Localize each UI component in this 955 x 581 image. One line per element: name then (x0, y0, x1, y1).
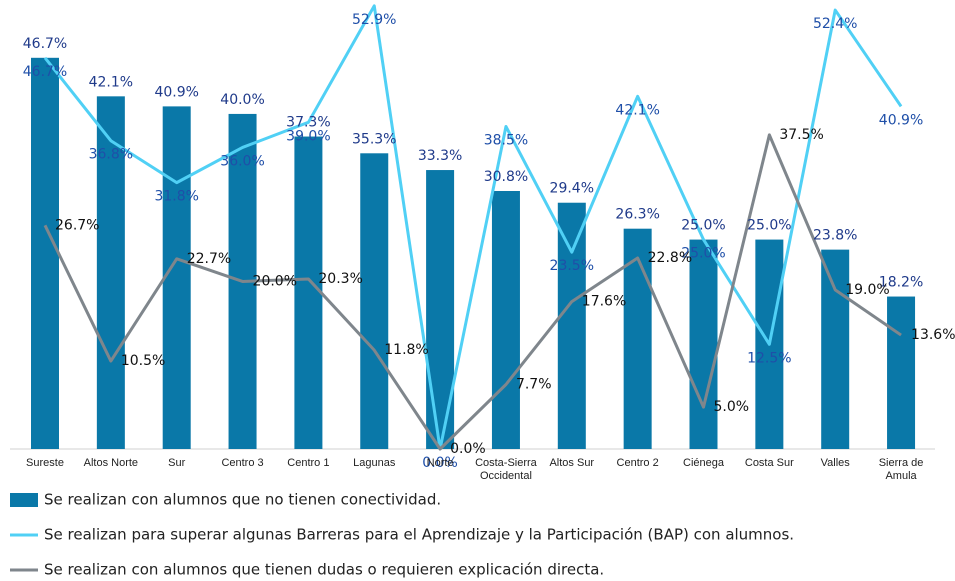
data-label: 23.5% (550, 258, 594, 274)
bar (491, 190, 520, 449)
data-label: 52.9% (352, 12, 396, 28)
legend-label: Se realizan con alumnos que no tienen co… (44, 491, 441, 509)
bar (557, 202, 586, 449)
legend-marker (10, 493, 38, 507)
x-tick-label: Altos Norte (83, 457, 139, 469)
data-label: 40.9% (879, 112, 923, 128)
x-tick-label: Costa-Sierra Occidental (475, 457, 537, 482)
data-label: 37.3% (286, 115, 330, 131)
data-label: 0.0% (450, 441, 486, 457)
bar (821, 249, 850, 449)
data-label: 11.8% (384, 342, 428, 358)
x-tick-label: Sierra de Amula (878, 457, 924, 482)
data-label: 40.0% (220, 92, 264, 108)
line (43, 4, 903, 451)
data-label: 30.8% (484, 169, 528, 185)
bar (96, 96, 125, 449)
data-label: 36.8% (89, 147, 133, 163)
x-tick-label: Centro 3 (221, 457, 264, 469)
data-label: 42.1% (89, 74, 133, 90)
data-label: 22.8% (648, 250, 692, 266)
x-tick-label: Valles (820, 457, 850, 469)
data-label: 35.3% (352, 131, 396, 147)
data-label: 5.0% (714, 399, 750, 415)
data-label: 39.0% (286, 128, 330, 144)
x-tick-label: Sur (168, 457, 186, 469)
bar (294, 136, 323, 449)
data-label: 0.0% (422, 455, 458, 471)
line (43, 133, 902, 451)
data-label: 37.5% (779, 127, 823, 143)
data-label: 42.1% (615, 102, 659, 118)
data-label: 36.0% (220, 153, 264, 169)
data-label: 33.3% (418, 148, 462, 164)
data-label: 17.6% (582, 294, 626, 310)
x-tick-label: Centro 1 (287, 457, 330, 469)
data-label: 26.3% (615, 207, 659, 223)
x-tick-label: Norte (426, 457, 454, 469)
x-tick-label: Sureste (26, 457, 64, 469)
data-label: 25.0% (681, 246, 725, 262)
bar (162, 106, 191, 449)
x-tick-label: Costa Sur (744, 457, 794, 469)
data-label: 31.8% (154, 189, 198, 205)
bar (689, 239, 718, 449)
data-label: 29.4% (550, 181, 594, 197)
bar (360, 153, 389, 450)
data-label: 25.0% (681, 218, 725, 234)
data-label: 23.8% (813, 228, 857, 244)
data-label: 25.0% (747, 218, 791, 234)
x-tick-label: Centro 2 (616, 457, 659, 469)
bar (31, 57, 59, 449)
data-label: 40.9% (154, 84, 198, 100)
data-label: 22.7% (187, 251, 231, 267)
data-label: 26.7% (55, 217, 99, 233)
data-label: 19.0% (845, 282, 889, 298)
data-label: 20.0% (253, 273, 297, 289)
data-label: 20.3% (318, 271, 362, 287)
data-label: 46.7% (23, 64, 67, 80)
data-label: 18.2% (879, 275, 923, 291)
legend-label: Se realizan con alumnos que tienen dudas… (44, 561, 604, 579)
data-label: 13.6% (911, 327, 955, 343)
data-label: 12.5% (747, 350, 791, 366)
x-tick-label: Lagunas (353, 457, 396, 469)
data-label: 46.7% (23, 36, 67, 52)
data-label: 10.5% (121, 353, 165, 369)
data-label: 38.5% (484, 132, 528, 148)
legend-label: Se realizan para superar algunas Barrera… (44, 526, 794, 544)
bar (887, 296, 916, 449)
data-label: 52.4% (813, 16, 857, 32)
x-tick-label: Altos Sur (549, 457, 595, 469)
data-label: 7.7% (516, 376, 552, 392)
x-tick-label: Ciénega (683, 457, 724, 469)
